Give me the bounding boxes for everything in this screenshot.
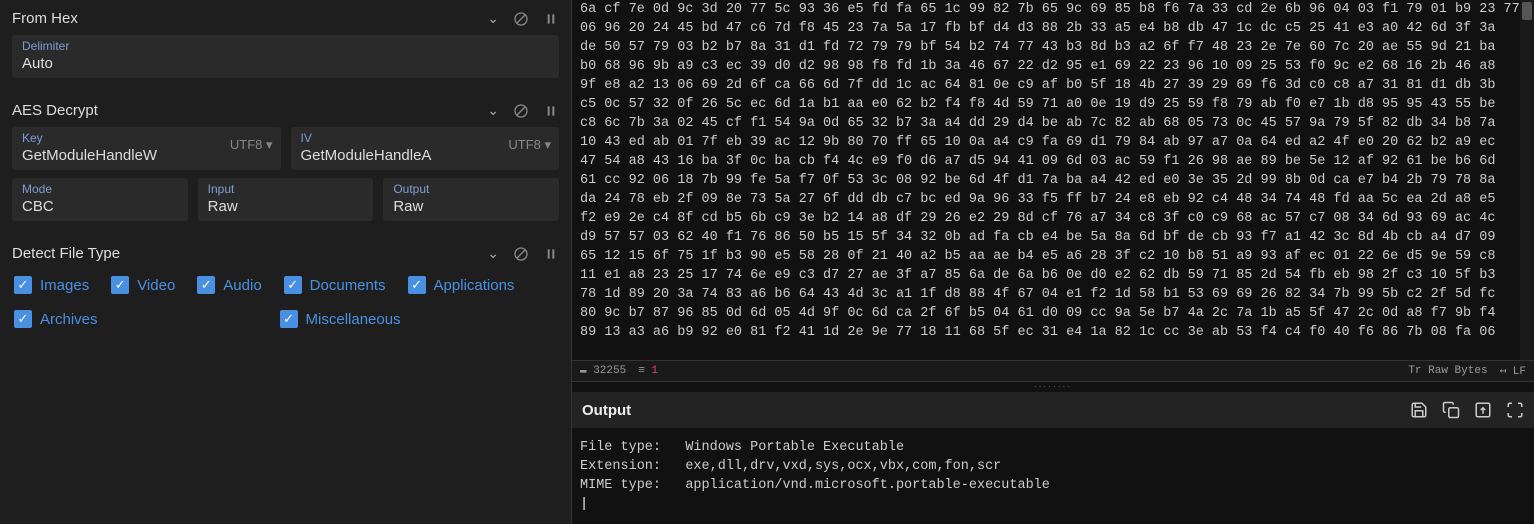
replace-input-icon[interactable] [1474,401,1492,419]
field-value: Auto [22,55,549,72]
pause-icon[interactable] [543,103,559,119]
disable-icon[interactable] [513,246,529,262]
op-title: From Hex [12,10,78,27]
chevron-down-icon[interactable]: ⌄ [487,245,499,262]
scrollbar[interactable] [1520,0,1534,360]
input-hex-area[interactable]: 6a cf 7e 0d 9c 3d 20 77 5c 93 36 e5 fd f… [572,0,1534,360]
field-value: CBC [22,198,178,215]
field-label: Delimiter [22,39,549,53]
field-label: Input [208,182,364,196]
field-label: Output [393,182,549,196]
iv-field[interactable]: IV GetModuleHandleA UTF8 ▾ [291,127,560,170]
check-video[interactable]: ✓Video [111,276,175,294]
check-icon: ✓ [111,276,129,294]
check-icon: ✓ [408,276,426,294]
check-icon: ✓ [197,276,215,294]
byte-count: ▬ 32255 [580,365,626,377]
line-count: ≡ 1 [638,365,658,377]
pause-icon[interactable] [543,11,559,27]
check-icon: ✓ [14,276,32,294]
check-icon: ✓ [14,310,32,328]
encoding-dropdown[interactable]: UTF8 ▾ [230,137,273,153]
disable-icon[interactable] [513,103,529,119]
chevron-down-icon[interactable]: ⌄ [487,10,499,27]
recipe-panel: From Hex ⌄ Delimiter Auto AES Decrypt ⌄ … [0,0,572,524]
output-field[interactable]: Output Raw [383,178,559,221]
chevron-down-icon[interactable]: ⌄ [487,102,499,119]
field-value: Raw [208,198,364,215]
output-header: Output [572,392,1534,428]
maximize-icon[interactable] [1506,401,1524,419]
check-icon: ✓ [284,276,302,294]
op-title: AES Decrypt [12,102,98,119]
op-detect-file-type: Detect File Type ⌄ ✓Images ✓Video ✓Audio… [0,235,571,344]
check-audio[interactable]: ✓Audio [197,276,261,294]
output-title: Output [582,402,631,419]
save-icon[interactable] [1410,401,1428,419]
disable-icon[interactable] [513,11,529,27]
io-panel: 6a cf 7e 0d 9c 3d 20 77 5c 93 36 e5 fd f… [572,0,1534,524]
op-title: Detect File Type [12,245,120,262]
resize-handle[interactable]: ........ [572,382,1534,392]
check-misc[interactable]: ✓Miscellaneous [280,310,401,328]
encoding-dropdown[interactable]: UTF8 ▾ [508,137,551,153]
encoding-mode[interactable]: Tr Raw Bytes [1408,365,1487,377]
pause-icon[interactable] [543,246,559,262]
output-body[interactable]: File type: Windows Portable Executable E… [572,428,1534,524]
input-field[interactable]: Input Raw [198,178,374,221]
copy-icon[interactable] [1442,401,1460,419]
check-applications[interactable]: ✓Applications [408,276,515,294]
op-aes-decrypt: AES Decrypt ⌄ Key GetModuleHandleW UTF8 … [0,92,571,235]
field-label: Mode [22,182,178,196]
check-archives[interactable]: ✓Archives [14,310,98,328]
key-field[interactable]: Key GetModuleHandleW UTF8 ▾ [12,127,281,170]
eol-mode[interactable]: ↤ LF [1500,364,1526,378]
mode-field[interactable]: Mode CBC [12,178,188,221]
delimiter-field[interactable]: Delimiter Auto [12,35,559,78]
check-icon: ✓ [280,310,298,328]
scroll-thumb[interactable] [1522,2,1532,20]
field-value: Raw [393,198,549,215]
check-documents[interactable]: ✓Documents [284,276,386,294]
check-images[interactable]: ✓Images [14,276,89,294]
op-from-hex: From Hex ⌄ Delimiter Auto [0,0,571,92]
